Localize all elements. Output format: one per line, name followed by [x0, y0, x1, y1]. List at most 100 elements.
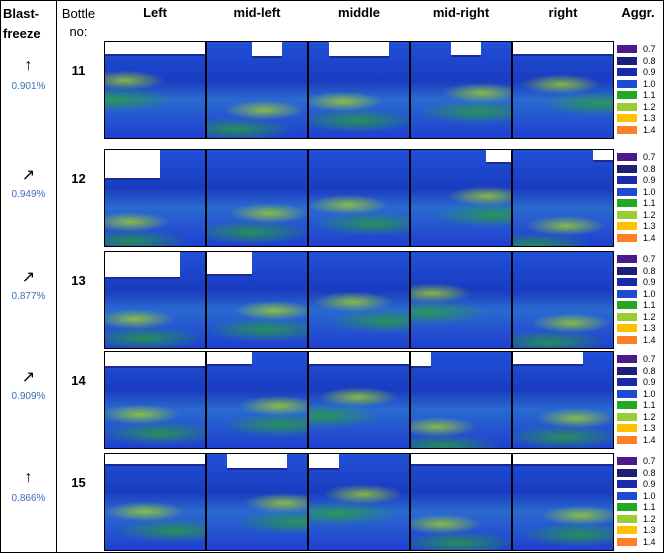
legend-swatch: [617, 480, 637, 488]
legend-label: 1.1: [643, 400, 656, 410]
legend-swatch: [617, 312, 637, 321]
empty-region: [513, 42, 613, 56]
empty-region: [451, 42, 481, 57]
legend-label: 1.2: [643, 101, 656, 112]
legend-swatch: [617, 102, 637, 111]
legend-label: 1.3: [643, 423, 656, 433]
heatmap: [206, 351, 308, 449]
empty-region: [105, 352, 205, 368]
legend-swatch: [617, 424, 637, 432]
empty-region: [309, 454, 339, 470]
legend-label: 1.4: [643, 334, 656, 345]
legend-swatch: [617, 222, 637, 230]
trend-arrow: ↗: [21, 369, 36, 386]
heatmap: [308, 453, 410, 551]
empty-region: [105, 42, 205, 56]
header-position: right: [548, 5, 578, 20]
legend-swatch: [617, 378, 637, 386]
legend-label: 0.8: [643, 55, 656, 66]
bottle-number: 13: [71, 273, 86, 288]
legend-label: 1.0: [643, 288, 656, 299]
header-position: Left: [143, 5, 167, 20]
legend-label: 1.3: [643, 221, 656, 231]
legend-swatch: [617, 324, 637, 332]
legend-swatch: [617, 164, 637, 173]
heatmap: [410, 351, 512, 449]
heatmap: [104, 41, 206, 139]
header-bottle: Bottle no:: [61, 6, 96, 39]
legend-swatch: [617, 289, 637, 298]
legend-swatch: [617, 233, 637, 242]
empty-region: [227, 454, 287, 470]
percent: 0.877%: [11, 291, 46, 302]
heatmap: [104, 251, 206, 349]
legend-swatch: [617, 468, 637, 477]
bottle-number: 14: [71, 373, 86, 388]
legend-label: 1.4: [643, 232, 656, 243]
legend-swatch: [617, 366, 637, 375]
legend-swatch: [617, 457, 637, 465]
legend-label: 0.8: [643, 467, 656, 478]
legend-label: 0.7: [643, 354, 656, 364]
legend-swatch: [617, 210, 637, 219]
header-position: mid-left: [233, 5, 281, 20]
heatmap: [308, 351, 410, 449]
legend-label: 0.9: [643, 175, 656, 185]
legend-swatch: [617, 526, 637, 534]
heatmap: [206, 251, 308, 349]
legend-swatch: [617, 389, 637, 398]
legend-swatch: [617, 335, 637, 344]
legend-label: 1.0: [643, 78, 656, 89]
empty-region: [411, 454, 511, 466]
header-position: mid-right: [432, 5, 490, 20]
legend-label: 0.8: [643, 163, 656, 174]
legend-label: 1.2: [643, 513, 656, 524]
legend-label: 1.1: [643, 90, 656, 100]
heatmap: [410, 251, 512, 349]
legend-swatch: [617, 187, 637, 196]
percent: 0.866%: [11, 493, 46, 504]
legend-label: 0.8: [643, 265, 656, 276]
heatmap: [308, 41, 410, 139]
legend-swatch: [617, 79, 637, 88]
heatmap: [308, 251, 410, 349]
legend-label: 0.7: [643, 456, 656, 466]
heatmap: [512, 351, 614, 449]
legend-swatch: [617, 278, 637, 286]
legend-label: 0.7: [643, 254, 656, 264]
heatmap: [410, 41, 512, 139]
legend-swatch: [617, 503, 637, 511]
divider: [56, 1, 57, 552]
empty-region: [105, 454, 205, 466]
legend-swatch: [617, 491, 637, 500]
header-position: middle: [338, 5, 380, 20]
legend-swatch: [617, 56, 637, 65]
bottle-number: 11: [71, 63, 86, 78]
legend-label: 1.1: [643, 198, 656, 208]
trend-arrow: ↑: [24, 57, 33, 74]
legend-swatch: [617, 91, 637, 99]
legend-label: 1.2: [643, 209, 656, 220]
legend-swatch: [617, 153, 637, 161]
empty-region: [486, 150, 511, 164]
legend-swatch: [617, 114, 637, 122]
legend-swatch: [617, 514, 637, 523]
empty-region: [207, 352, 252, 366]
heatmap: [104, 453, 206, 551]
heatmap: [512, 149, 614, 247]
legend-label: 0.9: [643, 277, 656, 287]
empty-region: [207, 252, 252, 276]
legend-label: 1.3: [643, 113, 656, 123]
legend-swatch: [617, 401, 637, 409]
bottle-number: 12: [71, 171, 86, 186]
legend-swatch: [617, 125, 637, 134]
empty-region: [105, 150, 160, 180]
header-aggr: Aggr.: [621, 5, 655, 20]
legend-swatch: [617, 45, 637, 53]
percent: 0.901%: [11, 81, 46, 92]
legend-swatch: [617, 176, 637, 184]
legend-label: 1.3: [643, 323, 656, 333]
legend-label: 1.0: [643, 388, 656, 399]
bottle-number: 15: [71, 475, 86, 490]
